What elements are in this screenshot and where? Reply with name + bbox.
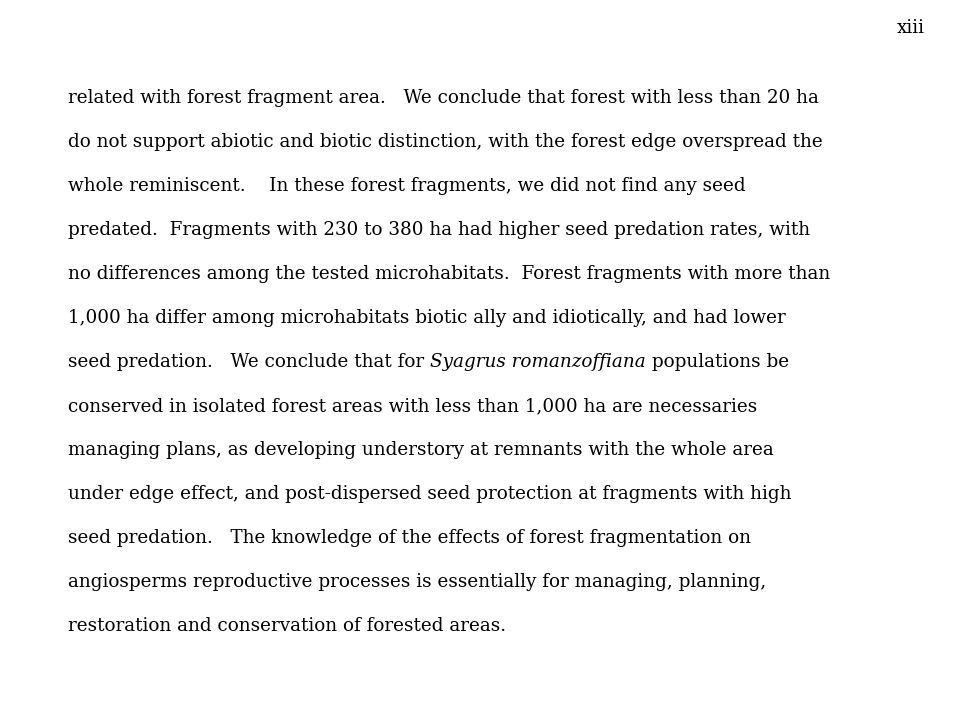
Text: seed predation.   We conclude that for: seed predation. We conclude that for xyxy=(68,353,430,371)
Text: whole reminiscent.    In these forest fragments, we did not find any seed: whole reminiscent. In these forest fragm… xyxy=(68,177,746,195)
Text: managing plans, as developing understory at remnants with the whole area: managing plans, as developing understory… xyxy=(68,441,774,459)
Text: no differences among the tested microhabitats.  Forest fragments with more than: no differences among the tested microhab… xyxy=(68,265,830,283)
Text: Syagrus romanzoffiana: Syagrus romanzoffiana xyxy=(430,353,646,371)
Text: do not support abiotic and biotic distinction, with the forest edge overspread t: do not support abiotic and biotic distin… xyxy=(68,133,823,151)
Text: angiosperms reproductive processes is essentially for managing, planning,: angiosperms reproductive processes is es… xyxy=(68,573,766,591)
Text: under edge effect, and post-dispersed seed protection at fragments with high: under edge effect, and post-dispersed se… xyxy=(68,485,791,503)
Text: restoration and conservation of forested areas.: restoration and conservation of forested… xyxy=(68,617,506,635)
Text: predated.  Fragments with 230 to 380 ha had higher seed predation rates, with: predated. Fragments with 230 to 380 ha h… xyxy=(68,221,810,239)
Text: populations be: populations be xyxy=(646,353,789,371)
Text: conserved in isolated forest areas with less than 1,000 ha are necessaries: conserved in isolated forest areas with … xyxy=(68,397,757,415)
Text: 1,000 ha differ among microhabitats biotic ally and idiotically, and had lower: 1,000 ha differ among microhabitats biot… xyxy=(68,309,785,327)
Text: related with forest fragment area.   We conclude that forest with less than 20 h: related with forest fragment area. We co… xyxy=(68,89,819,107)
Text: xiii: xiii xyxy=(897,19,925,37)
Text: seed predation.   The knowledge of the effects of forest fragmentation on: seed predation. The knowledge of the eff… xyxy=(68,529,751,547)
